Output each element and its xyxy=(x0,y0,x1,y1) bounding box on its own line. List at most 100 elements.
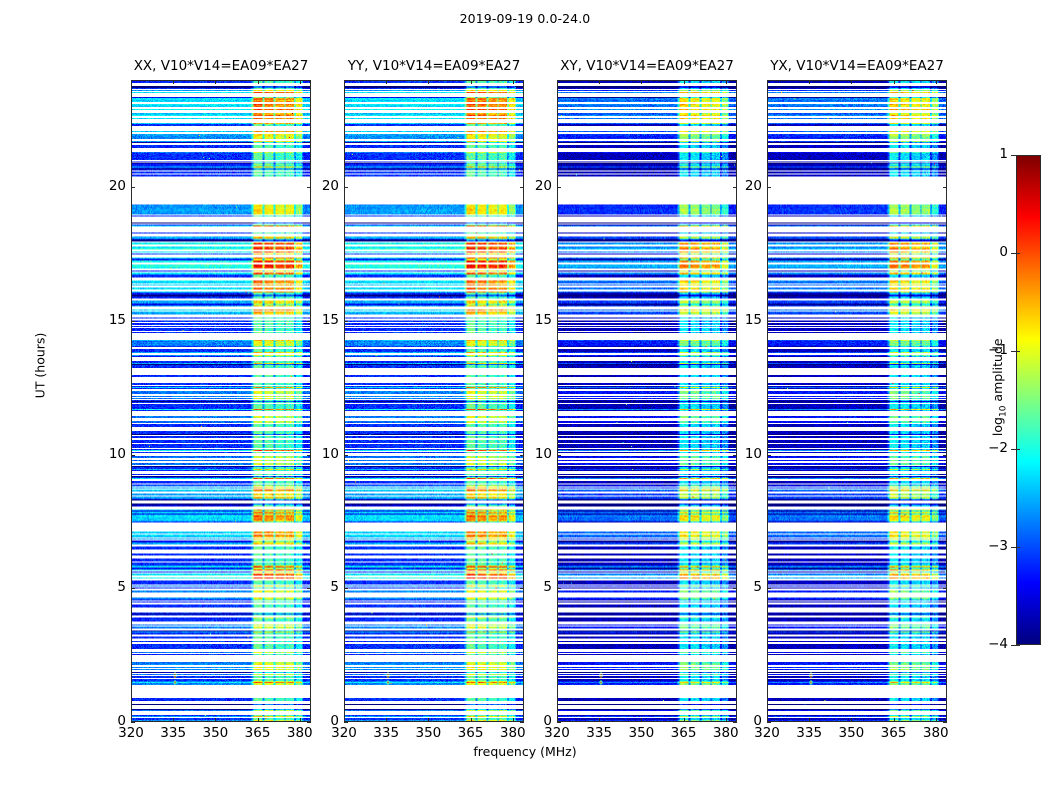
colorbar-tick-label-0: −4 xyxy=(988,636,1008,652)
colorbar-label-base: log xyxy=(989,417,1005,437)
y-tick-2-2 xyxy=(733,454,737,456)
colorbar-tick-3 xyxy=(1011,351,1016,352)
x-tick-label-2-0: 320 xyxy=(544,725,570,741)
spectrogram-panel-xy[interactable] xyxy=(557,80,737,722)
y-tick-label-0-3: 15 xyxy=(108,311,126,328)
y-tick-1-0 xyxy=(344,722,348,723)
y-tick-3-3 xyxy=(767,320,771,322)
colorbar-label-rest: amplitude xyxy=(989,338,1005,406)
panel-title-xy: XY, V10*V14=EA09*EA27 xyxy=(560,58,734,74)
x-tick-3-1 xyxy=(809,80,811,84)
colorbar-tick-5 xyxy=(1011,155,1016,156)
x-tick-0-3 xyxy=(257,80,259,84)
x-tick-2-0 xyxy=(557,718,558,722)
y-tick-3-2 xyxy=(767,454,771,456)
colorbar-tick-inner-1 xyxy=(1016,547,1020,548)
spectrogram-panel-yx[interactable] xyxy=(767,80,947,722)
spectrogram-panel-xx[interactable] xyxy=(131,80,311,722)
y-tick-2-2 xyxy=(557,454,561,456)
colorbar-tick-inner-4 xyxy=(1016,253,1020,254)
x-tick-1-1 xyxy=(386,80,388,84)
y-tick-0-0 xyxy=(131,722,135,723)
y-tick-0-4 xyxy=(131,187,135,188)
x-tick-0-2 xyxy=(215,80,217,84)
x-tick-1-0 xyxy=(344,718,345,722)
y-tick-1-0 xyxy=(520,722,524,723)
colorbar-label-sub: 10 xyxy=(998,405,1009,418)
spectrogram-image-yy xyxy=(345,81,523,721)
x-tick-3-4 xyxy=(935,80,937,84)
colorbar-tick-0 xyxy=(1011,645,1016,646)
x-tick-label-0-3: 365 xyxy=(244,725,271,741)
x-tick-label-1-0: 320 xyxy=(331,725,357,741)
y-tick-1-2 xyxy=(520,454,524,456)
x-tick-0-3 xyxy=(257,718,259,722)
y-tick-2-4 xyxy=(557,187,561,188)
y-tick-label-1-4: 20 xyxy=(321,178,339,194)
y-tick-1-4 xyxy=(520,187,524,188)
colorbar-tick-inner-2 xyxy=(1016,449,1020,450)
y-tick-1-4 xyxy=(344,187,348,188)
y-tick-label-0-2: 10 xyxy=(108,445,126,462)
colorbar-tick-inner-0 xyxy=(1016,645,1020,646)
x-tick-2-4 xyxy=(725,80,727,84)
spectrogram-image-xy xyxy=(558,81,736,721)
y-tick-label-0-0: 0 xyxy=(117,713,126,729)
x-tick-label-2-2: 350 xyxy=(628,725,655,741)
x-tick-label-1-3: 365 xyxy=(457,725,484,741)
y-tick-3-1 xyxy=(943,588,947,590)
colorbar-tick-inner-3 xyxy=(1016,351,1020,352)
x-tick-3-3 xyxy=(893,718,895,722)
y-tick-1-2 xyxy=(344,454,348,456)
x-tick-0-1 xyxy=(173,718,175,722)
y-tick-3-4 xyxy=(767,187,771,188)
y-tick-label-1-1: 5 xyxy=(330,579,339,596)
x-tick-2-4 xyxy=(725,718,727,722)
x-tick-0-2 xyxy=(215,718,217,722)
x-tick-1-4 xyxy=(512,718,514,722)
y-tick-3-2 xyxy=(943,454,947,456)
x-tick-0-4 xyxy=(299,80,301,84)
spectrogram-image-xx xyxy=(132,81,310,721)
x-tick-label-0-1: 335 xyxy=(160,725,187,741)
y-tick-2-1 xyxy=(733,588,737,590)
x-tick-1-1 xyxy=(386,718,388,722)
x-tick-3-1 xyxy=(809,718,811,722)
x-tick-1-2 xyxy=(428,80,430,84)
colorbar-tick-2 xyxy=(1011,449,1016,450)
y-tick-3-0 xyxy=(943,722,947,723)
x-tick-3-2 xyxy=(851,718,853,722)
x-axis-label: frequency (MHz) xyxy=(473,744,577,759)
y-tick-1-3 xyxy=(520,320,524,322)
x-tick-label-3-3: 365 xyxy=(880,725,907,741)
y-tick-2-0 xyxy=(733,722,737,723)
y-tick-label-3-4: 20 xyxy=(744,178,762,194)
x-tick-label-3-0: 320 xyxy=(754,725,780,741)
y-tick-2-3 xyxy=(557,320,561,322)
x-tick-label-0-0: 320 xyxy=(118,725,144,741)
y-tick-label-3-3: 15 xyxy=(744,311,762,328)
spectrogram-panel-yy[interactable] xyxy=(344,80,524,722)
colorbar-tick-label-5: 1 xyxy=(999,146,1008,162)
y-tick-0-2 xyxy=(307,454,311,456)
colorbar[interactable] xyxy=(1016,155,1041,645)
x-tick-label-3-4: 380 xyxy=(922,725,949,741)
x-tick-label-3-2: 350 xyxy=(838,725,865,741)
y-tick-label-1-3: 15 xyxy=(321,311,339,328)
x-tick-label-1-1: 335 xyxy=(373,725,400,741)
x-tick-2-3 xyxy=(683,718,685,722)
x-tick-2-1 xyxy=(599,718,601,722)
x-tick-label-2-3: 365 xyxy=(670,725,697,741)
x-tick-label-1-4: 380 xyxy=(499,725,526,741)
y-tick-0-2 xyxy=(131,454,135,456)
y-tick-label-3-1: 5 xyxy=(753,579,762,596)
y-tick-label-1-0: 0 xyxy=(330,713,339,729)
x-tick-3-0 xyxy=(767,80,768,84)
x-tick-3-4 xyxy=(935,718,937,722)
y-tick-1-1 xyxy=(520,588,524,590)
y-tick-0-3 xyxy=(307,320,311,322)
x-tick-label-2-1: 335 xyxy=(586,725,613,741)
x-tick-1-3 xyxy=(470,718,472,722)
x-tick-1-3 xyxy=(470,80,472,84)
